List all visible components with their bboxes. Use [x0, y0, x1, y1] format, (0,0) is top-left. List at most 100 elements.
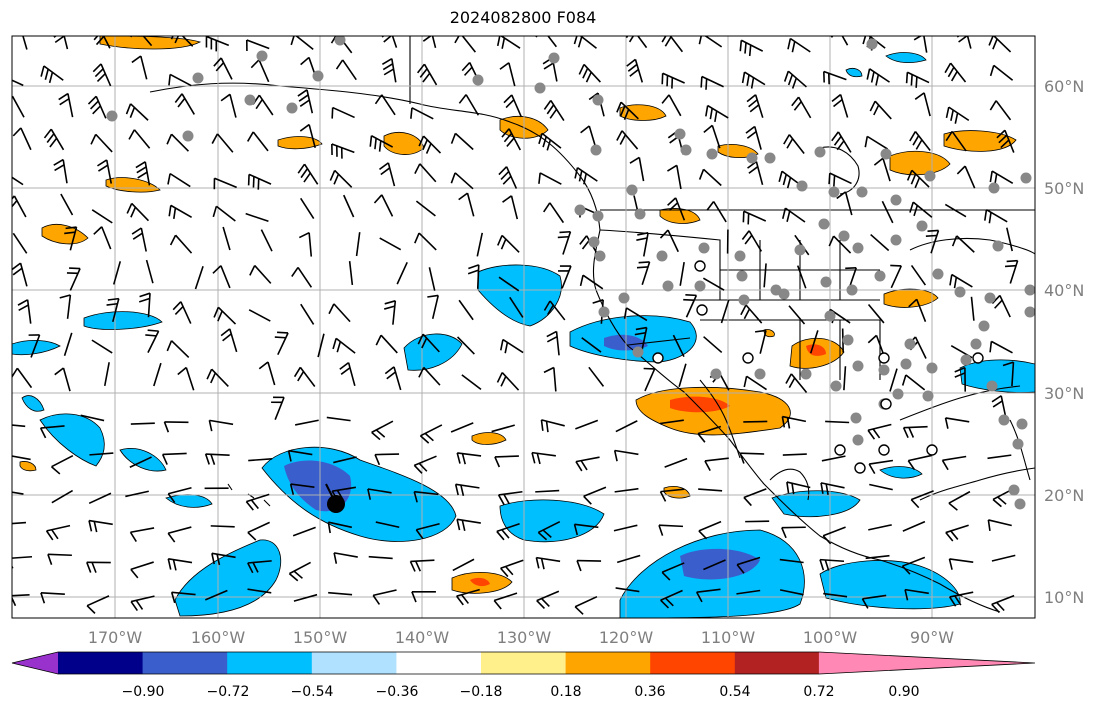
- wind-barb: [661, 562, 685, 581]
- wind-barb: [683, 294, 698, 318]
- wind-barb: [905, 71, 930, 88]
- wind-barb: [537, 520, 561, 541]
- wind-barb: [208, 419, 234, 432]
- station-dot: [932, 268, 944, 280]
- wind-barb: [427, 294, 439, 319]
- wind-barb: [991, 594, 1015, 613]
- wind-barb: [823, 592, 848, 598]
- wind-barb: [213, 306, 237, 325]
- wind-barb: [822, 526, 846, 545]
- wind-barb: [64, 226, 78, 251]
- wind-barb: [1002, 361, 1015, 387]
- wind-barb: [989, 64, 1014, 81]
- wind-barb: [788, 305, 806, 325]
- wind-barb: [128, 129, 151, 149]
- colorbar-segment: [142, 652, 228, 674]
- wind-barb: [623, 307, 648, 322]
- wind-barb: [297, 163, 319, 185]
- station-dot: [838, 230, 850, 242]
- wind-barb: [12, 95, 25, 118]
- wind-barb: [381, 57, 397, 83]
- wind-barb: [819, 558, 845, 571]
- wind-barb: [80, 414, 105, 422]
- colorbar-tick-label: −0.36: [376, 684, 419, 700]
- colorbar-extension-min: [12, 652, 59, 674]
- lat-label: 60°N: [1044, 77, 1084, 96]
- wind-barb: [454, 483, 480, 496]
- wind-barb: [579, 274, 604, 290]
- station-dot: [978, 320, 990, 332]
- station-dot: [592, 94, 604, 106]
- wind-barb: [409, 559, 435, 572]
- wind-barb: [498, 276, 520, 292]
- wind-barb: [458, 299, 474, 321]
- wind-barb: [12, 262, 28, 287]
- wind-barb: [396, 261, 408, 285]
- station-dot: [706, 148, 718, 160]
- wind-barb: [170, 36, 194, 47]
- wind-barb: [869, 483, 893, 491]
- station-dot: [852, 242, 864, 254]
- wind-barb: [205, 36, 230, 52]
- wind-barb: [702, 277, 725, 291]
- wind-barb: [741, 71, 766, 89]
- station-dot: [796, 180, 808, 192]
- station-circle: [694, 260, 706, 272]
- wind-barb: [348, 261, 354, 286]
- station-dot: [998, 414, 1010, 426]
- wind-barb: [417, 333, 440, 353]
- wind-barb: [414, 232, 437, 251]
- wind-barb: [970, 296, 975, 321]
- wind-barb: [1004, 259, 1019, 284]
- station-dot: [754, 368, 766, 380]
- wind-barb: [248, 458, 273, 462]
- wind-barb: [616, 130, 639, 150]
- colorbar-segment: [481, 652, 567, 674]
- wind-barb: [126, 202, 150, 222]
- wind-barb: [557, 230, 572, 255]
- wind-barb: [456, 518, 481, 532]
- station-dot: [890, 194, 902, 206]
- wind-barb: [951, 235, 975, 253]
- wind-barb: [327, 521, 353, 534]
- wind-barb: [106, 297, 120, 323]
- wind-barb: [212, 265, 231, 289]
- station-dot: [244, 94, 256, 106]
- wind-barb: [135, 161, 151, 186]
- wind-barb: [374, 94, 396, 116]
- station-dot: [256, 50, 268, 62]
- wind-barb: [661, 36, 684, 53]
- station-dot: [656, 250, 668, 262]
- wind-barb: [574, 595, 598, 615]
- wind-barb: [704, 457, 729, 472]
- wind-barb: [889, 368, 898, 392]
- colorbar-extension-max: [818, 652, 1035, 674]
- station-dot: [662, 280, 674, 292]
- station-dot: [856, 186, 868, 198]
- wind-barb: [913, 36, 928, 53]
- wind-barbs: [12, 36, 1019, 615]
- wind-barb: [93, 36, 111, 49]
- station-dot: [846, 284, 858, 296]
- station-dot: [334, 36, 346, 46]
- station-dot: [986, 380, 998, 392]
- wind-barb: [538, 132, 562, 151]
- lon-label: 90°W: [910, 628, 954, 647]
- wind-barb: [384, 366, 402, 391]
- wind-barb: [456, 336, 475, 355]
- wind-barb: [868, 459, 894, 474]
- wind-barb: [831, 131, 852, 153]
- wind-barb: [131, 55, 148, 80]
- wind-barb: [828, 235, 852, 254]
- wind-barb: [294, 419, 319, 426]
- wind-barb: [12, 195, 27, 218]
- wind-barb: [166, 340, 190, 359]
- wind-barb: [204, 453, 230, 465]
- station-circle: [880, 398, 892, 410]
- wind-barb: [497, 490, 523, 505]
- wind-barb: [43, 128, 65, 151]
- wind-barb: [410, 107, 434, 120]
- station-dot: [878, 364, 890, 376]
- wind-barb: [1006, 227, 1014, 252]
- wind-barb: [298, 231, 313, 257]
